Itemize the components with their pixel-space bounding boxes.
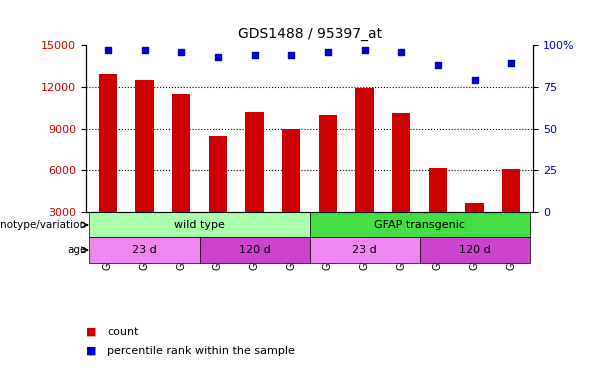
Bar <box>99 74 117 212</box>
Bar <box>428 168 447 212</box>
Point <box>433 62 443 68</box>
Point <box>323 49 333 55</box>
Point <box>249 52 259 58</box>
Text: age: age <box>67 245 86 255</box>
Point <box>397 49 406 55</box>
Point <box>286 52 296 58</box>
Bar <box>282 129 300 212</box>
Bar <box>199 237 310 262</box>
Text: 120 d: 120 d <box>459 245 490 255</box>
Bar <box>172 94 191 212</box>
Bar <box>89 212 310 237</box>
Point <box>506 60 516 66</box>
Bar <box>502 169 520 212</box>
Title: GDS1488 / 95397_at: GDS1488 / 95397_at <box>237 27 382 41</box>
Bar <box>420 237 530 262</box>
Bar <box>465 202 484 212</box>
Bar <box>208 136 227 212</box>
Bar <box>310 212 530 237</box>
Text: GFAP transgenic: GFAP transgenic <box>374 220 465 230</box>
Point <box>103 47 113 53</box>
Point <box>213 54 223 60</box>
Text: percentile rank within the sample: percentile rank within the sample <box>107 346 295 355</box>
Text: ■: ■ <box>86 346 96 355</box>
Point <box>470 77 479 83</box>
Bar <box>89 237 199 262</box>
Point <box>177 49 186 55</box>
Bar <box>319 115 337 212</box>
Text: count: count <box>107 327 139 337</box>
Bar <box>392 113 411 212</box>
Text: wild type: wild type <box>174 220 225 230</box>
Text: ■: ■ <box>86 327 96 337</box>
Text: 23 d: 23 d <box>132 245 157 255</box>
Bar <box>245 112 264 212</box>
Text: genotype/variation: genotype/variation <box>0 220 86 230</box>
Point <box>360 47 370 53</box>
Bar <box>135 80 154 212</box>
Text: 23 d: 23 d <box>352 245 377 255</box>
Bar <box>356 88 374 212</box>
Point <box>140 47 150 53</box>
Bar <box>310 237 420 262</box>
Text: 120 d: 120 d <box>238 245 270 255</box>
